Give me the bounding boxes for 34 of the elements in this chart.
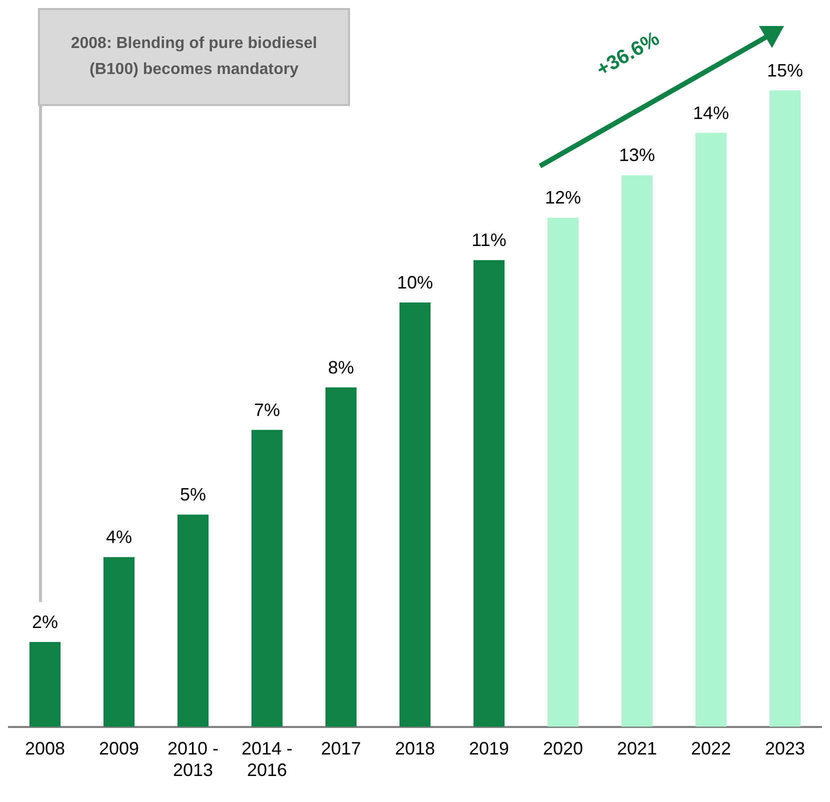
bar <box>621 175 653 727</box>
x-tick-label: 2009 <box>98 738 140 759</box>
x-tick-label: 2019 <box>468 738 510 759</box>
data-label: 15% <box>766 60 804 80</box>
bar <box>769 90 801 727</box>
x-tick-label: 2017 <box>320 738 362 759</box>
x-tick-label: 2021 <box>616 738 658 759</box>
callout-box: 2008: Blending of pure biodiesel (B100) becomes mandatory <box>38 8 350 106</box>
bar <box>29 642 61 727</box>
data-label: 2% <box>32 612 58 632</box>
data-label: 11% <box>472 230 506 250</box>
bar <box>103 557 135 727</box>
data-label: 8% <box>328 357 354 378</box>
data-label: 5% <box>180 484 206 505</box>
bar <box>251 430 283 727</box>
x-tick-label: 2010 - 2013 <box>167 738 219 780</box>
bar <box>325 387 357 727</box>
bar <box>547 218 579 727</box>
data-label: 7% <box>254 400 280 420</box>
data-label: 14% <box>692 102 730 123</box>
bar <box>399 302 431 727</box>
x-tick-label: 2023 <box>764 738 806 759</box>
bar <box>177 514 209 727</box>
data-label: 12% <box>544 188 582 208</box>
x-tick-label: 2018 <box>394 738 436 759</box>
x-tick-label: 2008 <box>24 738 66 759</box>
data-label: 10% <box>396 272 434 293</box>
bar <box>695 132 727 727</box>
x-tick-label: 2020 <box>542 738 584 759</box>
x-tick-label: 2022 <box>690 738 732 759</box>
bar <box>473 260 505 727</box>
data-label: 13% <box>618 145 656 166</box>
x-tick-label: 2014 - 2016 <box>241 738 293 780</box>
data-label: 4% <box>106 527 132 548</box>
